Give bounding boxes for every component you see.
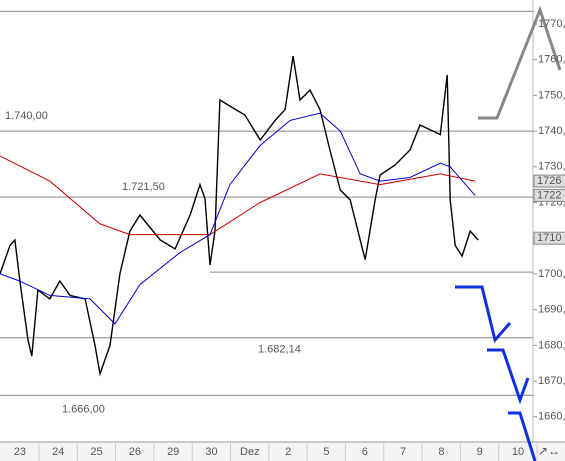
x-tick-label: 25: [90, 446, 102, 458]
level-label: 1.721,50: [122, 181, 165, 193]
price-line: [0, 155, 476, 236]
drawing-blue: [455, 285, 512, 344]
level-label: 1.682,14: [258, 344, 301, 356]
level-label: 1.740,00: [5, 110, 48, 122]
y-tick-label: 1730,00: [538, 161, 565, 173]
x-tick-label: 30: [205, 446, 217, 458]
y-tick-label: 1680,00: [538, 339, 565, 351]
level-label: 1.666,00: [62, 403, 105, 415]
price-tag: [533, 231, 565, 245]
y-tick-label: 1740,00: [538, 125, 565, 137]
drawing-gray: [478, 5, 562, 120]
x-tick-label: 8: [438, 446, 444, 458]
x-tick-label: 7: [400, 446, 406, 458]
drawing-blue: [508, 411, 537, 461]
price-tag: [533, 188, 565, 202]
x-tick-label: 9: [477, 446, 483, 458]
price-tag-label: 1726: [537, 175, 561, 187]
x-tick-label: 23: [14, 446, 26, 458]
x-tick-label: 2: [285, 446, 291, 458]
x-tick-label: 24: [52, 446, 64, 458]
y-tick-label: 1750,00: [538, 89, 565, 101]
y-tick-label: 1660,00: [538, 411, 565, 423]
scroll-icon[interactable]: ↗↔: [538, 444, 560, 458]
y-tick-label: 1670,00: [538, 375, 565, 387]
x-tick-label: Dez: [240, 446, 260, 458]
price-tag-label: 1710: [537, 232, 561, 244]
y-tick-label: 1700,00: [538, 268, 565, 280]
x-tick-label: 10: [512, 446, 524, 458]
drawing-blue: [487, 348, 530, 405]
price-line: [0, 55, 479, 377]
y-tick-label: 1690,00: [538, 304, 565, 316]
price-line: [0, 112, 476, 325]
x-tick-label: 29: [167, 446, 179, 458]
y-tick-label: 1770,00: [538, 18, 565, 30]
x-tick-label: 6: [362, 446, 368, 458]
y-tick-label: 1760,00: [538, 54, 565, 66]
x-tick-label: 26: [129, 446, 141, 458]
price-tag-label: 1722: [537, 189, 561, 201]
x-axis-band: [0, 442, 565, 461]
price-tag: [533, 174, 565, 188]
x-tick-label: 5: [323, 446, 329, 458]
